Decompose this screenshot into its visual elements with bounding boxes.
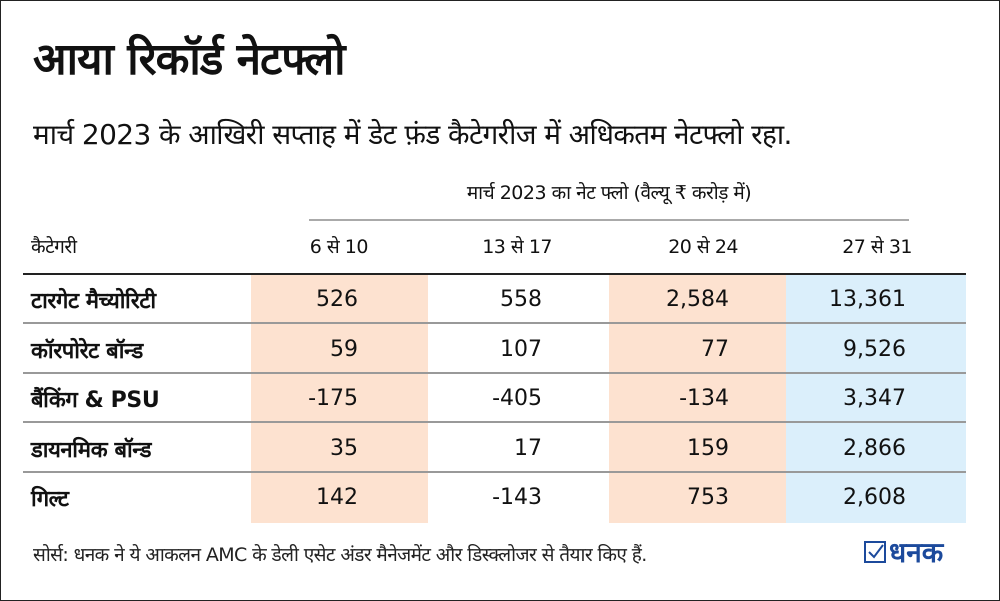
table-row: बैंकिंग & PSU -175 -405 -134 3,347	[23, 374, 966, 424]
row-divider	[23, 371, 966, 374]
row-category: डायनमिक बॉन्ड	[31, 437, 152, 463]
cell-value: 159	[687, 435, 729, 461]
logo: धनक	[863, 533, 943, 571]
cell-value: -405	[492, 386, 542, 412]
table-row: कॉरपोरेट बॉन्ड 59 107 77 9,526	[23, 325, 966, 374]
cell-value: 753	[687, 485, 729, 511]
column-header: 20 से 24	[668, 236, 738, 258]
row-category: टारगेट मैच्योरिटी	[31, 289, 156, 314]
row-category: कॉरपोरेट बॉन्ड	[31, 338, 143, 364]
column-highlight-3	[609, 275, 786, 523]
caption-divider	[309, 219, 909, 221]
cell-value: 9,526	[843, 336, 906, 362]
cell-value: 59	[330, 336, 358, 362]
row-divider	[23, 421, 966, 424]
cell-value: 2,584	[666, 287, 729, 312]
subtitle: मार्च 2023 के आखिरी सप्ताह में डेट फ़ंड …	[33, 118, 792, 151]
table-caption: मार्च 2023 का नेट फ्लो (वैल्यू ₹ करोड़ म…	[466, 182, 752, 204]
table-row: डायनमिक बॉन्ड 35 17 159 2,866	[23, 424, 966, 473]
checkbox-logo-icon	[864, 541, 886, 563]
logo-text: धनक	[889, 536, 944, 569]
row-category: बैंकिंग & PSU	[31, 388, 160, 414]
source-note: सोर्स: धनक ने ये आकलन AMC के डेली एसेट अ…	[33, 544, 647, 566]
cell-value: 142	[316, 485, 358, 511]
column-header: 6 से 10	[309, 236, 369, 258]
cell-value: 17	[514, 435, 542, 461]
cell-value: 2,608	[843, 485, 906, 511]
cell-value: -175	[308, 386, 358, 412]
column-header: 13 से 17	[482, 236, 552, 258]
cell-value: -134	[679, 386, 729, 412]
cell-value: 13,361	[829, 287, 906, 312]
cell-value: 3,347	[843, 386, 906, 412]
row-divider	[23, 322, 966, 324]
title: आया रिकॉर्ड नेटफ्लो	[33, 34, 346, 85]
cell-value: 526	[316, 287, 358, 312]
header-divider	[23, 273, 966, 275]
column-header-category: कैटेगरी	[31, 236, 77, 258]
table-row: गिल्ट 142 -143 753 2,608	[23, 473, 966, 522]
cell-value: 77	[701, 336, 729, 362]
row-divider	[23, 470, 966, 473]
row-category: गिल्ट	[31, 487, 69, 513]
cell-value: 558	[500, 287, 542, 312]
cell-value: 2,866	[843, 435, 906, 461]
column-highlight-4	[786, 275, 966, 523]
column-header: 27 से 31	[842, 236, 912, 258]
cell-value: 107	[500, 336, 542, 362]
table-row: टारगेट मैच्योरिटी 526 558 2,584 13,361	[23, 275, 966, 324]
cell-value: -143	[492, 485, 542, 511]
cell-value: 35	[330, 435, 358, 461]
column-highlight-1	[251, 275, 428, 523]
